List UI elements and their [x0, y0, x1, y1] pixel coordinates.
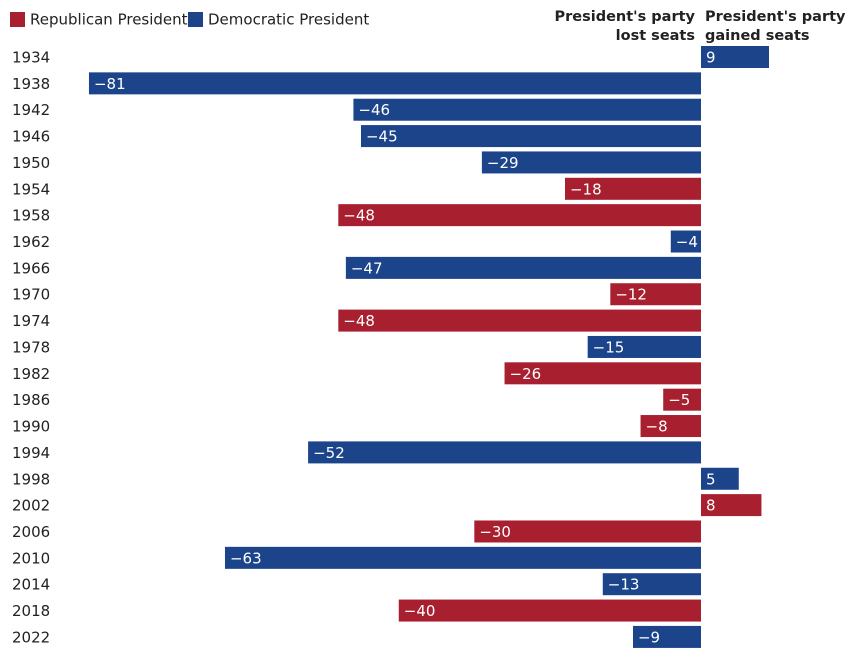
bar [504, 362, 701, 385]
value-label: −45 [366, 128, 398, 146]
value-label: −52 [313, 444, 345, 462]
legend-swatch [188, 12, 203, 27]
value-label: −18 [570, 180, 602, 198]
bar [602, 573, 701, 596]
y-tick-label: 1934 [12, 49, 50, 67]
bar [640, 415, 701, 438]
y-tick-label: 1962 [12, 233, 50, 251]
value-label: −29 [487, 154, 519, 172]
y-tick-label: 1982 [12, 365, 50, 383]
bar [338, 204, 701, 227]
bar [353, 98, 701, 121]
y-tick-label: 2014 [12, 576, 50, 594]
y-tick-label: 1958 [12, 207, 50, 225]
value-label: −12 [615, 286, 647, 304]
y-tick-label: 1966 [12, 259, 50, 277]
value-label: −9 [638, 628, 660, 646]
y-tick-label: 2002 [12, 497, 50, 515]
annotation: President's party [705, 9, 846, 25]
bar [481, 151, 701, 174]
legend-swatch [10, 12, 25, 27]
y-tick-label: 1950 [12, 154, 50, 172]
bar [474, 520, 701, 543]
bar [632, 625, 701, 648]
value-label: −13 [608, 576, 640, 594]
y-tick-label: 1986 [12, 391, 50, 409]
y-tick-label: 1942 [12, 101, 50, 119]
value-label: −81 [94, 75, 126, 93]
value-label: 5 [706, 470, 716, 488]
bar [88, 72, 702, 95]
bar [663, 388, 701, 411]
value-label: −46 [358, 101, 390, 119]
value-label: −8 [646, 418, 668, 436]
y-tick-label: 1954 [12, 180, 50, 198]
value-label: −47 [351, 259, 383, 277]
bar [701, 494, 762, 517]
y-tick-label: 1946 [12, 128, 50, 146]
bar [670, 230, 701, 253]
value-label: −30 [479, 523, 511, 541]
value-label: −26 [510, 365, 542, 383]
y-tick-label: 1970 [12, 286, 50, 304]
y-tick-label: 1978 [12, 338, 50, 356]
y-tick-label: 2022 [12, 628, 50, 646]
y-tick-label: 1994 [12, 444, 50, 462]
y-tick-label: 1990 [12, 418, 50, 436]
value-label: −48 [343, 207, 375, 225]
bar [345, 256, 701, 279]
value-label: −4 [676, 233, 698, 251]
annotation: lost seats [616, 28, 695, 44]
bar [701, 467, 739, 490]
bar [564, 177, 701, 200]
annotation: gained seats [705, 28, 810, 44]
value-label: −48 [343, 312, 375, 330]
value-label: −15 [593, 338, 625, 356]
bar [587, 335, 701, 358]
value-label: −5 [668, 391, 690, 409]
bar [224, 546, 702, 569]
y-tick-label: 1974 [12, 312, 50, 330]
legend-label: Republican President [30, 11, 188, 29]
value-label: 9 [706, 49, 716, 67]
y-tick-label: 2010 [12, 549, 50, 567]
value-label: −40 [404, 602, 436, 620]
bar [308, 441, 701, 464]
bar [360, 125, 701, 148]
y-tick-label: 1938 [12, 75, 50, 93]
value-label: −63 [230, 549, 262, 567]
bar [398, 599, 701, 622]
y-tick-label: 2018 [12, 602, 50, 620]
bar [701, 46, 770, 68]
bar [610, 283, 701, 306]
y-tick-label: 2006 [12, 523, 50, 541]
annotation: President's party [555, 9, 696, 25]
y-tick-label: 1998 [12, 470, 50, 488]
bar [338, 309, 701, 332]
value-label: 8 [706, 497, 716, 515]
legend-label: Democratic President [208, 11, 369, 29]
